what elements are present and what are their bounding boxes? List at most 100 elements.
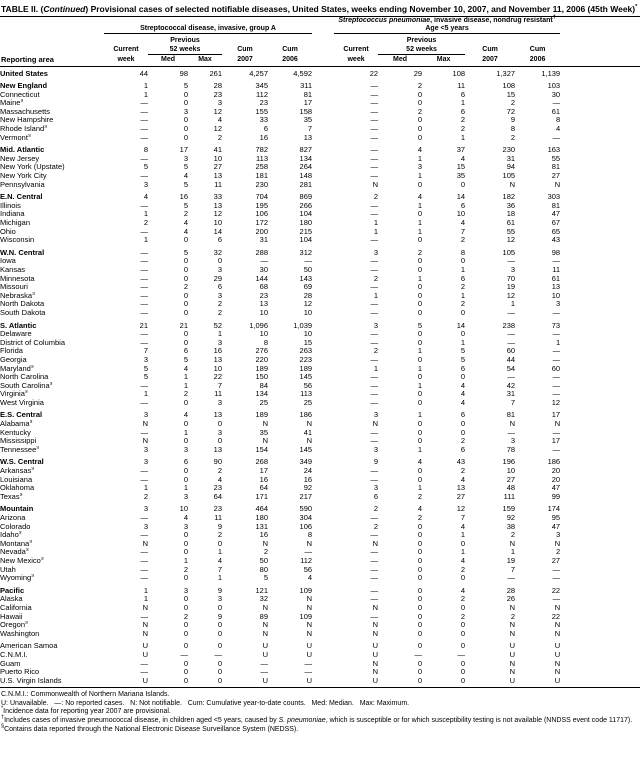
value-cell: 3 <box>373 320 379 330</box>
column-gap <box>312 595 334 604</box>
value-cell: 15 <box>303 337 313 347</box>
value-cell: 41 <box>303 427 313 437</box>
value-cell: 81 <box>506 410 516 420</box>
value-cell: 0 <box>460 602 466 612</box>
column-gap <box>312 523 334 532</box>
value-cell: 90 <box>213 457 222 467</box>
column-gap <box>312 365 334 374</box>
value-cell: 196 <box>502 457 516 467</box>
value-cell: 4 <box>460 397 466 407</box>
value-cell: 0 <box>417 427 423 437</box>
value-cell: — <box>370 264 379 274</box>
value-cell: 4 <box>183 171 188 181</box>
value-cell: U <box>554 641 561 651</box>
value-cell: 0 <box>417 521 423 531</box>
g2-med-label: Med <box>393 55 408 63</box>
value-cell: 281 <box>299 179 313 189</box>
value-cell: 104 <box>299 235 313 245</box>
value-cell: N <box>142 628 148 638</box>
value-cell: — <box>140 290 149 300</box>
value-cell: 0 <box>183 132 188 142</box>
table-row: Utah — 2 7 80 56 — 0 2 7 — <box>0 565 640 575</box>
value-cell: 195 <box>255 200 268 210</box>
table-row: U.S. Virgin Islands U 0 0 U U U 0 0 U U <box>0 676 640 686</box>
value-cell: N <box>142 538 148 548</box>
value-cell: 1 <box>460 337 466 347</box>
reporting-area-cell: Virginia§ <box>0 390 28 399</box>
value-cell: 3 <box>217 98 222 108</box>
value-cell: — <box>507 307 516 317</box>
value-cell: N <box>372 667 379 677</box>
right-margin <box>560 300 640 309</box>
table-row: Illinois — 5 13 195 266 — 1 6 36 81 <box>0 200 640 211</box>
value-cell: 16 <box>213 346 222 356</box>
table-row: W.N. Central —5 32 288 312 3 2 8 105 98 <box>0 245 640 258</box>
section-footnote-marker: § <box>20 99 24 104</box>
value-cell: U <box>142 649 148 659</box>
table-row: Mountain 3 10 23 464 590 2 4 12 159 174 <box>0 501 640 514</box>
value-cell: — <box>552 372 561 382</box>
value-cell: — <box>180 649 189 659</box>
value-cell: 23 <box>259 290 268 300</box>
value-cell: 0 <box>417 124 423 134</box>
table-row: Indiana 1 2 12 106 104—0 10 18 47 <box>0 210 640 219</box>
table-row: Hawaii —2 9 89 109—0 2 2 22 <box>0 611 640 622</box>
value-cell: 2 <box>373 521 379 531</box>
value-cell: 0 <box>417 628 423 638</box>
dagger-footnote-marker: † <box>552 14 556 21</box>
table-row: Mississippi N 0 0 N N — 0 2 3 17 <box>0 437 640 446</box>
value-cell: 3 <box>183 521 188 531</box>
value-cell: 1 <box>460 530 466 540</box>
value-cell: 134 <box>299 153 313 163</box>
value-cell: 0 <box>217 256 222 266</box>
value-cell: 0 <box>183 658 188 668</box>
value-cell: 304 <box>299 513 313 523</box>
value-cell: 16 <box>303 474 313 484</box>
right-margin <box>560 155 640 164</box>
value-cell: 0 <box>417 89 423 99</box>
value-cell: — <box>140 555 149 565</box>
value-cell: 13 <box>213 171 222 181</box>
value-cell: 0 <box>417 419 423 429</box>
value-cell: — <box>552 594 561 604</box>
column-gap <box>312 454 334 467</box>
value-cell: 0 <box>417 538 423 548</box>
section-footnote-marker: § <box>36 445 40 451</box>
value-cell: N <box>509 620 516 630</box>
value-cell: — <box>370 555 379 565</box>
value-cell: 32 <box>213 247 222 257</box>
value-cell: 0 <box>183 573 188 583</box>
right-margin <box>560 523 640 532</box>
value-cell: — <box>140 132 149 142</box>
right-margin <box>560 125 640 134</box>
reporting-area-cell: Puerto Rico <box>0 668 40 677</box>
value-cell: 7 <box>307 124 313 134</box>
value-cell: 44 <box>506 354 516 364</box>
value-cell: 0 <box>183 256 188 266</box>
right-margin <box>560 668 640 677</box>
value-cell: 215 <box>299 226 313 236</box>
value-cell: — <box>370 235 379 245</box>
value-cell: — <box>552 329 561 339</box>
value-cell: — <box>140 547 149 557</box>
table-row: Arizona — 4 11 180 304 — 2 7 92 95 <box>0 513 640 523</box>
right-margin <box>560 228 640 237</box>
value-cell: — <box>370 81 379 91</box>
value-cell: 103 <box>547 81 561 91</box>
right-margin <box>560 99 640 108</box>
notifiable-disease-table: Reporting area Streptococcal disease, in… <box>0 14 640 686</box>
value-cell: 10 <box>303 329 313 339</box>
value-cell: 0 <box>217 667 222 677</box>
value-cell: 0 <box>417 611 423 621</box>
value-cell: — <box>370 436 379 446</box>
value-cell: 6 <box>460 106 466 116</box>
reporting-area-cell: New Hampshire <box>0 116 54 125</box>
column-gap <box>312 356 334 365</box>
value-cell: 171 <box>255 491 268 501</box>
reporting-area-cell: Louisiana <box>0 475 33 484</box>
value-cell: 3 <box>143 521 148 531</box>
column-gap <box>312 382 334 391</box>
column-gap <box>312 373 334 382</box>
value-cell: 14 <box>456 320 466 330</box>
reporting-area-cell: Connecticut <box>0 90 40 99</box>
